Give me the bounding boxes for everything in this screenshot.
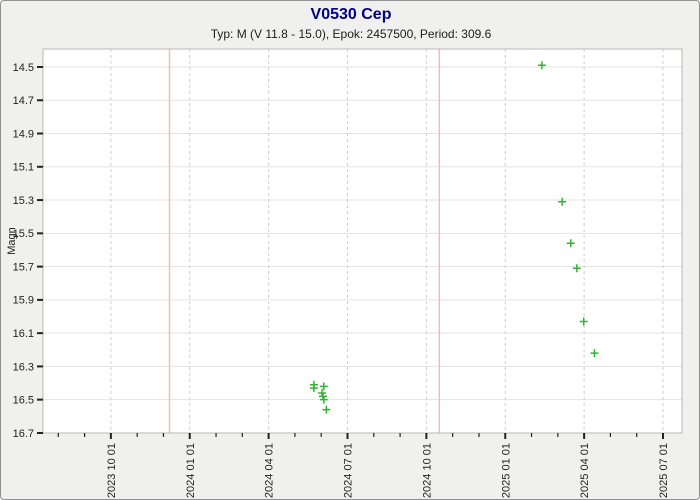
y-tick-label: 14.5 <box>13 62 34 74</box>
data-point-marker <box>537 61 546 70</box>
x-tick-label: 2024 01 01 <box>185 443 197 498</box>
x-tick-label: 2025 01 01 <box>500 443 512 498</box>
y-tick-label: 15.7 <box>13 261 34 273</box>
y-tick-label: 15.3 <box>13 195 34 207</box>
y-tick-label: 15.5 <box>13 228 34 240</box>
data-point-marker <box>322 405 331 414</box>
x-tick-label: 2024 07 01 <box>343 443 355 498</box>
y-axis-title: Magn <box>6 227 18 255</box>
data-point-marker <box>579 317 588 326</box>
y-tick-label: 16.5 <box>13 395 34 407</box>
y-tick-label: 16.3 <box>13 361 34 373</box>
x-tick-label: 2024 10 01 <box>421 443 433 498</box>
data-point-marker <box>590 349 599 358</box>
data-point-marker <box>566 239 575 248</box>
x-tick-label: 2025 04 01 <box>579 443 591 498</box>
y-tick-label: 14.9 <box>13 128 34 140</box>
data-point-marker <box>319 395 328 404</box>
x-tick-label: 2024 04 01 <box>264 443 276 498</box>
page-title: V0530 Cep <box>310 6 392 23</box>
y-tick-label: 16.1 <box>13 328 34 340</box>
data-point-marker <box>309 384 318 393</box>
plot-area <box>43 49 682 433</box>
data-point-marker <box>572 264 581 273</box>
y-tick-label: 15.9 <box>13 295 34 307</box>
data-point-marker <box>558 197 567 206</box>
x-tick-label: 2023 10 01 <box>106 443 118 498</box>
data-point-marker <box>319 382 328 391</box>
chart-subtitle: Typ: M (V 11.8 - 15.0), Epok: 2457500, P… <box>210 27 492 41</box>
y-tick-label: 16.7 <box>13 428 34 440</box>
y-tick-label: 14.7 <box>13 95 34 107</box>
plot-border <box>42 48 683 434</box>
y-tick-label: 15.1 <box>13 162 34 174</box>
x-tick-label: 2025 07 01 <box>658 443 670 498</box>
